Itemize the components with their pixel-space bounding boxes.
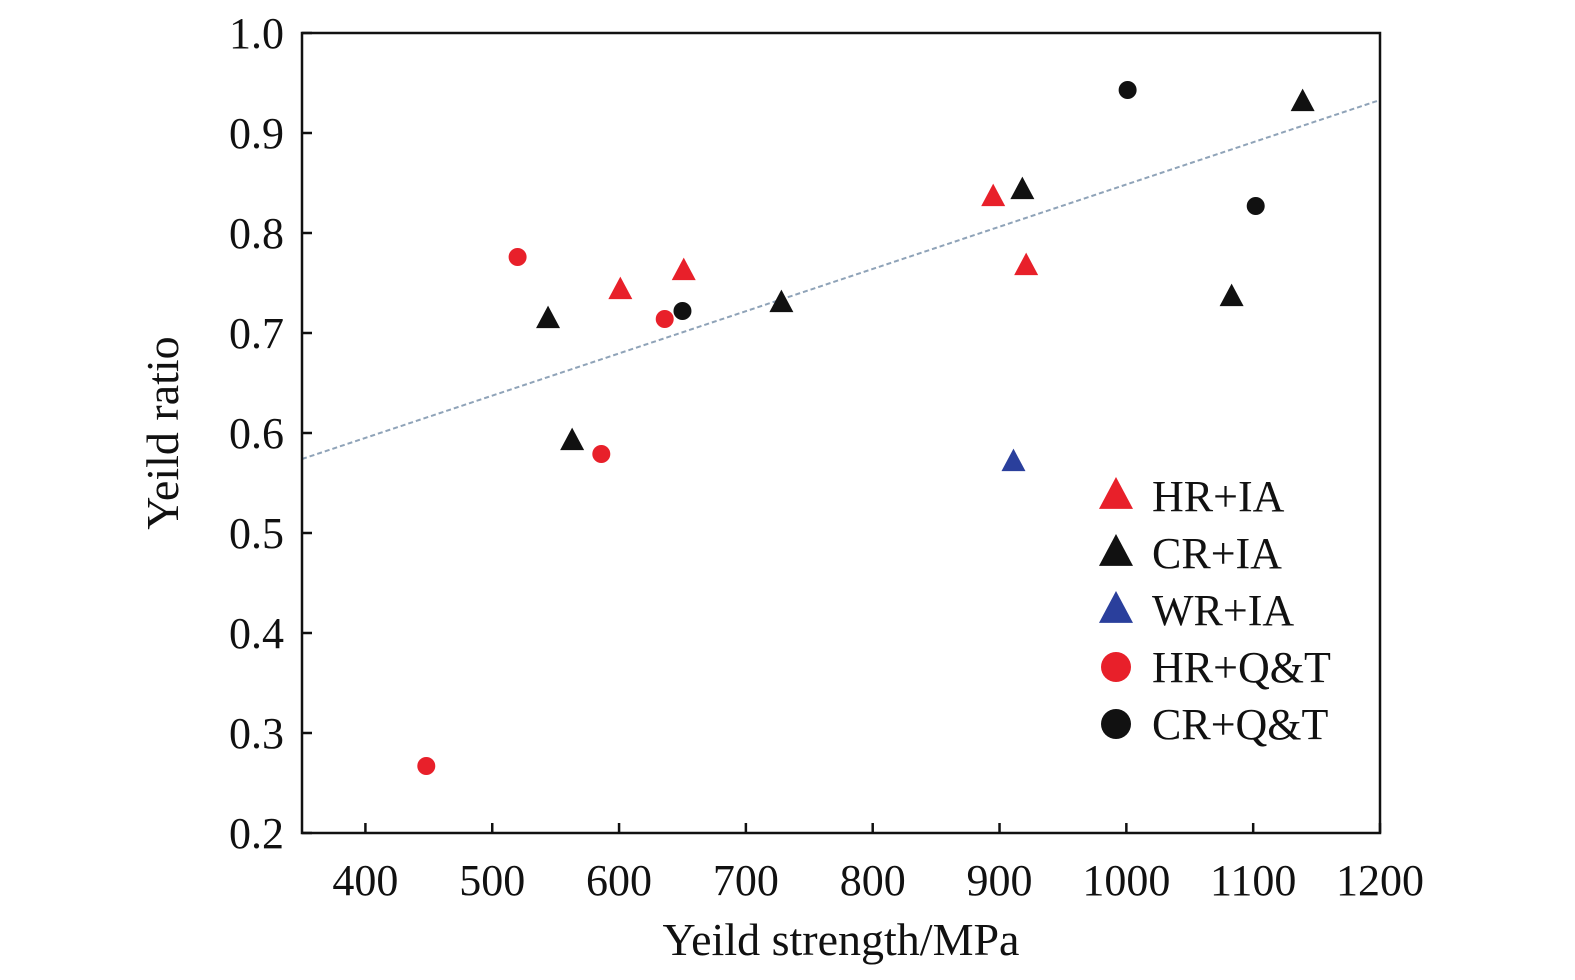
- y-tick-label: 0.3: [229, 709, 284, 758]
- legend-marker: [1099, 591, 1133, 623]
- x-tick-label: 500: [459, 856, 525, 905]
- series-wr-ia: [1001, 448, 1026, 472]
- legend-item: CR+Q&T: [1101, 700, 1329, 749]
- y-tick-label: 0.6: [229, 409, 284, 458]
- x-tick-label: 900: [967, 856, 1033, 905]
- legend-marker: [1101, 652, 1131, 682]
- series-hr-q-t: [417, 248, 674, 775]
- data-point: [655, 310, 674, 328]
- y-tick-label: 0.5: [229, 509, 284, 558]
- legend-marker: [1101, 709, 1131, 739]
- data-point: [1001, 448, 1026, 472]
- y-tick-label: 0.7: [229, 309, 284, 358]
- y-tick-label: 0.8: [229, 209, 284, 258]
- data-point: [1118, 81, 1137, 99]
- y-tick-label: 0.9: [229, 109, 284, 158]
- y-axis-title: Yeild ratio: [137, 336, 188, 529]
- y-tick-label: 0.4: [229, 609, 284, 658]
- data-point: [673, 302, 692, 320]
- legend: HR+IA CR+IA WR+IA HR+Q&T CR+Q&T: [1099, 472, 1331, 749]
- series-cr-q-t: [673, 81, 1265, 320]
- data-point: [1010, 176, 1035, 200]
- y-tick-label: 0.2: [229, 809, 284, 858]
- data-point: [560, 427, 585, 451]
- x-tick-label: 400: [332, 856, 398, 905]
- legend-item: CR+IA: [1099, 529, 1282, 578]
- data-point: [1246, 197, 1265, 215]
- x-axis-ticks: 400 500 600 700 800 900 1000 1100 1200: [332, 823, 1424, 905]
- trendline-layer: [301, 99, 1381, 460]
- legend-item: WR+IA: [1099, 586, 1294, 635]
- y-axis-ticks: 0.2 0.3 0.4 0.5 0.6 0.7 0.8 0.9 1.0: [229, 9, 312, 858]
- data-point: [417, 757, 436, 775]
- x-axis-title: Yeild strength/MPa: [663, 914, 1020, 965]
- data-points-layer: [417, 81, 1315, 775]
- legend-marker: [1099, 534, 1133, 566]
- data-point: [592, 445, 611, 463]
- series-hr-ia: [608, 183, 1039, 300]
- legend-label: WR+IA: [1152, 586, 1294, 635]
- data-point: [1290, 88, 1315, 112]
- data-point: [608, 276, 633, 300]
- data-point: [508, 248, 527, 266]
- legend-label: CR+Q&T: [1152, 700, 1329, 749]
- legend-marker: [1099, 477, 1133, 509]
- legend-item: HR+IA: [1099, 472, 1285, 521]
- x-tick-label: 1000: [1082, 856, 1170, 905]
- data-point: [671, 257, 696, 281]
- x-tick-label: 1100: [1210, 856, 1296, 905]
- data-point: [536, 305, 561, 329]
- data-point: [1219, 283, 1244, 307]
- data-point: [1014, 252, 1039, 276]
- legend-label: CR+IA: [1152, 529, 1282, 578]
- x-tick-label: 800: [840, 856, 906, 905]
- data-point: [981, 183, 1006, 207]
- data-point: [769, 289, 794, 313]
- y-tick-label: 1.0: [229, 9, 284, 58]
- series-cr-ia: [536, 88, 1315, 451]
- legend-label: HR+IA: [1152, 472, 1285, 521]
- x-tick-label: 1200: [1336, 856, 1424, 905]
- legend-item: HR+Q&T: [1101, 643, 1331, 692]
- trendline: [301, 99, 1381, 460]
- x-tick-label: 600: [586, 856, 652, 905]
- x-tick-label: 700: [713, 856, 779, 905]
- legend-label: HR+Q&T: [1152, 643, 1331, 692]
